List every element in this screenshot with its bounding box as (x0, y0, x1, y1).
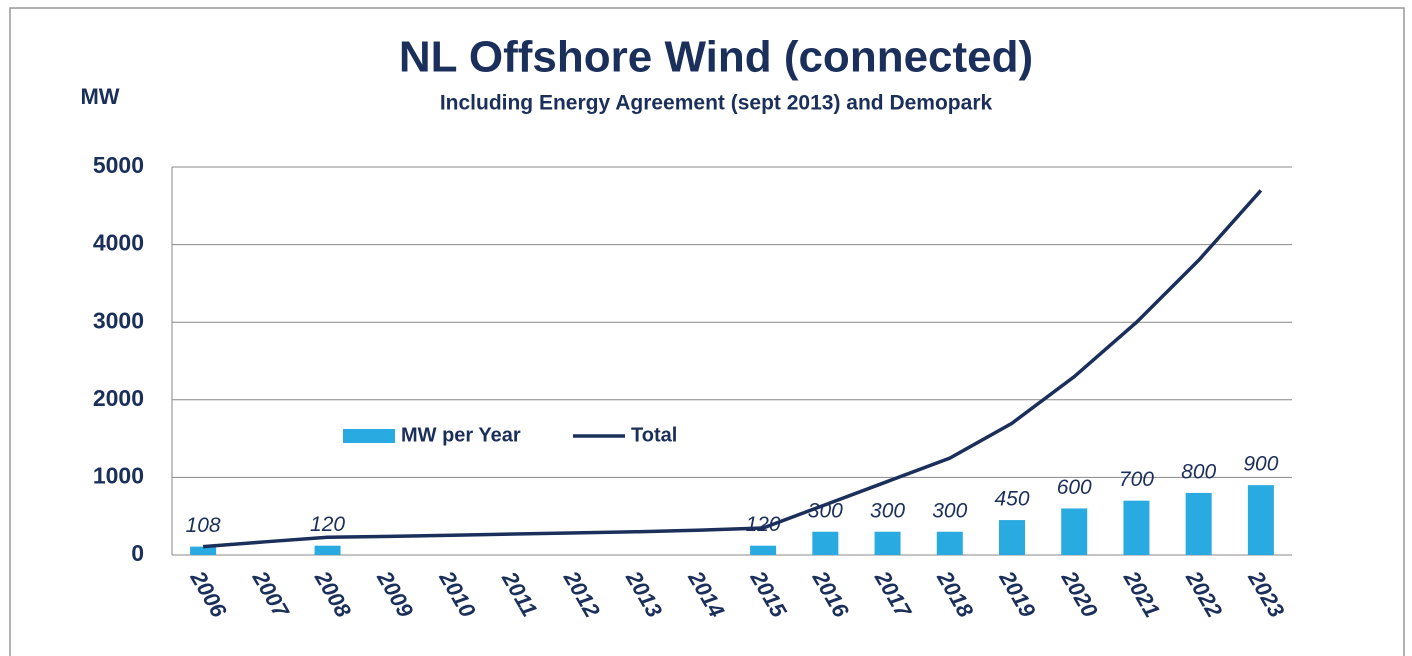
x-tick-label: 2008 (309, 566, 356, 622)
data-label: 700 (1119, 468, 1154, 491)
data-label: 450 (994, 488, 1029, 511)
bar (1123, 500, 1150, 555)
data-label: 300 (870, 499, 905, 522)
x-tick-label: 2021 (1118, 566, 1165, 622)
x-tick-label: 2013 (621, 566, 668, 622)
x-tick-label: 2006 (185, 566, 232, 622)
line (202, 189, 1263, 549)
bar (1247, 485, 1274, 555)
x-tick-label: 2012 (558, 566, 605, 622)
chart-title: NL Offshore Wind (connected) (399, 33, 1033, 82)
bar (936, 531, 963, 555)
x-tick-label: 2014 (683, 566, 730, 622)
x-tick-label: 2016 (807, 566, 854, 622)
data-label: 900 (1243, 453, 1278, 476)
x-tick-label: 2009 (372, 566, 419, 622)
data-label: 108 (186, 514, 221, 537)
x-tick-label: 2017 (869, 566, 917, 623)
x-tick-label: 2010 (434, 566, 481, 622)
data-label: 800 (1181, 460, 1216, 483)
x-tick-label: 2007 (247, 566, 295, 623)
bar (874, 531, 901, 555)
y-tick-label: 4000 (93, 230, 144, 256)
bar (812, 531, 839, 555)
x-tick-label: 2011 (497, 567, 543, 621)
chart-subtitle: Including Energy Agreement (sept 2013) a… (440, 92, 993, 115)
x-tick-label: 2019 (994, 566, 1041, 622)
y-tick-label: 2000 (93, 385, 144, 411)
x-tick-label: 2020 (1056, 566, 1103, 622)
y-tick-label: 5000 (93, 152, 144, 178)
y-tick-label: 0 (131, 540, 144, 566)
legend-label: MW per Year (401, 424, 521, 446)
x-tick-label: 2022 (1181, 566, 1228, 622)
frame (9, 7, 1405, 656)
bar (190, 546, 217, 555)
y-tick-label: 3000 (93, 307, 144, 333)
x-tick-label: 2023 (1243, 566, 1290, 622)
data-label: 120 (746, 513, 781, 536)
data-label: 300 (932, 499, 967, 522)
bar (1185, 492, 1212, 555)
y-tick-label: 1000 (93, 462, 144, 488)
y-axis-label: MW (80, 84, 119, 109)
bar (1061, 508, 1088, 555)
x-tick-label: 2018 (932, 566, 979, 622)
legend-swatch (343, 429, 395, 443)
data-label: 600 (1057, 476, 1092, 499)
bar (750, 545, 777, 555)
x-tick-label: 2015 (745, 566, 792, 622)
data-label: 300 (808, 499, 843, 522)
bar (314, 545, 341, 555)
data-label: 120 (310, 513, 345, 536)
legend-label: Total (631, 424, 677, 446)
bar (999, 520, 1025, 555)
